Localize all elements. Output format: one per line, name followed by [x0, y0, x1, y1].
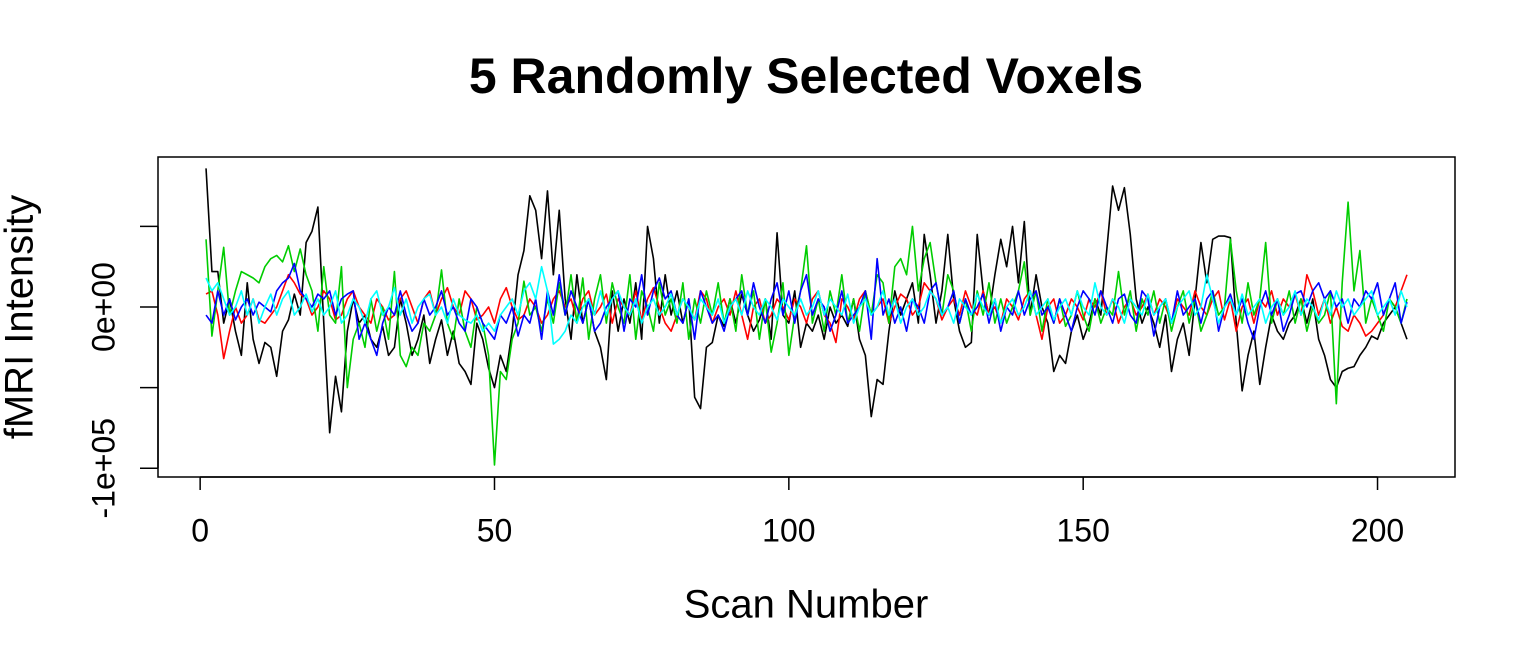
- series-line: [205, 201, 1408, 466]
- x-tick-label: 200: [1351, 512, 1404, 548]
- x-tick-label: 100: [762, 512, 815, 548]
- series-line: [205, 257, 1408, 357]
- y-tick-label: 0e+00: [85, 262, 121, 352]
- x-tick-label: 150: [1056, 512, 1109, 548]
- y-axis-label: fMRI Intensity: [0, 195, 42, 440]
- series-line: [205, 265, 1408, 345]
- y-tick-label: -1e+05: [85, 418, 121, 519]
- chart-title: 5 Randomly Selected Voxels: [469, 48, 1143, 104]
- plot-box: [157, 156, 1456, 478]
- x-tick-label: 50: [477, 512, 513, 548]
- x-tick-label: 0: [191, 512, 209, 548]
- x-axis-label: Scan Number: [684, 583, 929, 627]
